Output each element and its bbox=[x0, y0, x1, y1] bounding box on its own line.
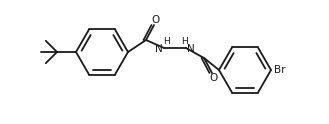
Text: H: H bbox=[182, 36, 189, 46]
Text: N: N bbox=[155, 44, 163, 54]
Text: O: O bbox=[209, 73, 217, 83]
Text: Br: Br bbox=[274, 65, 286, 75]
Text: N: N bbox=[187, 44, 195, 54]
Text: O: O bbox=[151, 15, 159, 25]
Text: H: H bbox=[164, 36, 170, 46]
